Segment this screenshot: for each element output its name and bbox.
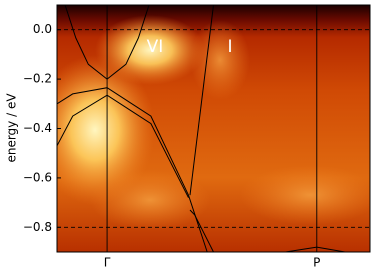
y-tick-label: −0.2 <box>23 72 52 86</box>
band-line <box>64 5 150 80</box>
y-tick-label: −0.8 <box>23 220 52 234</box>
band-line <box>189 209 214 252</box>
heatmap <box>57 5 370 252</box>
y-tick-label: −0.4 <box>23 121 52 135</box>
band-line <box>285 246 346 252</box>
x-tick-label: P <box>313 256 320 270</box>
band-line <box>57 94 189 198</box>
x-tick-label: Γ <box>104 256 111 270</box>
y-tick-label: −0.6 <box>23 170 52 184</box>
annotation: VI <box>147 37 164 57</box>
band-line <box>57 87 208 252</box>
y-tick-label: 0.0 <box>33 22 52 36</box>
annotation: I <box>227 37 232 57</box>
y-axis-label: energy / eV <box>5 93 19 163</box>
band-line <box>189 5 214 196</box>
